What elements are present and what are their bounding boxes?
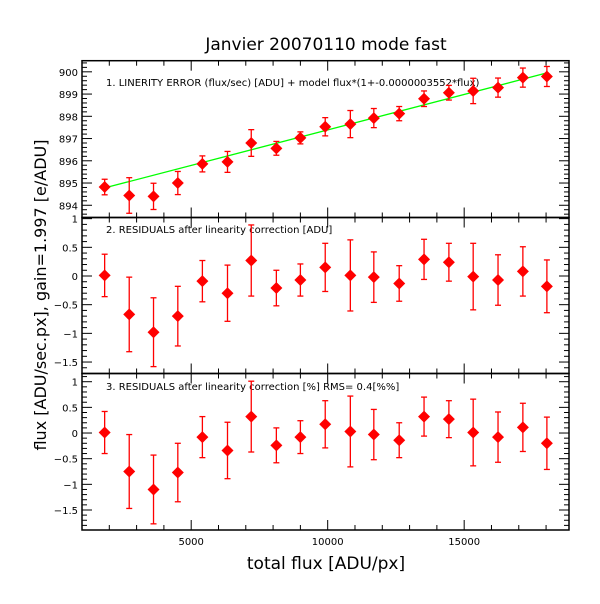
panel-1: 894 895 896 897 898 899 900: [59, 59, 570, 219]
data-point: [270, 439, 283, 452]
data-point: [492, 81, 505, 94]
data-point: [245, 136, 258, 149]
data-point: [442, 256, 455, 269]
data-point: [540, 437, 553, 450]
data-point: [98, 426, 111, 439]
data-point: [492, 431, 505, 444]
data-point: [442, 86, 455, 99]
x-tick-label: 10000: [312, 537, 344, 548]
y-tick-label: 0: [72, 429, 78, 440]
y-tick-label: 900: [59, 68, 78, 79]
panel-2: 1 0.5 0 −0.5 −1 −1.5: [54, 215, 570, 375]
x-tick-label: 5000: [178, 537, 203, 548]
data-point: [196, 275, 209, 288]
y-tick-label: 0: [72, 272, 78, 283]
data-point: [171, 310, 184, 323]
data-point: [467, 426, 480, 439]
data-point: [270, 282, 283, 295]
y-tick-label: −1: [63, 329, 78, 340]
panel-frame: [81, 372, 570, 531]
data-point: [147, 483, 160, 496]
data-point: [344, 425, 357, 438]
data-point: [98, 181, 111, 194]
data-point: [147, 326, 160, 339]
y-tick-label: 897: [59, 135, 78, 146]
data-point: [98, 269, 111, 282]
data-point: [171, 177, 184, 190]
data-point: [147, 190, 160, 203]
data-point: [196, 431, 209, 444]
data-point: [367, 112, 380, 125]
data-point: [319, 120, 332, 133]
panel-3-label: 3. RESIDUALS after linearity correction …: [106, 382, 399, 393]
y-tick-label: −1: [63, 480, 78, 491]
data-point: [294, 274, 307, 287]
data-point: [442, 413, 455, 426]
data-point: [221, 155, 234, 168]
y-tick-label: 894: [59, 201, 78, 212]
y-tick-label: −1.5: [54, 506, 78, 517]
y-tick-label: −0.5: [54, 455, 78, 466]
data-point: [221, 287, 234, 300]
data-point: [123, 189, 136, 202]
data-point: [171, 466, 184, 479]
data-point: [245, 410, 258, 423]
data-point: [393, 107, 406, 120]
data-point: [467, 270, 480, 283]
data-point: [319, 261, 332, 274]
y-tick-label: 0.5: [62, 403, 78, 414]
y-axis-label: flux [ADU/sec.px], gain=1.997 [e/ADU]: [31, 139, 50, 450]
x-tick-label: 15000: [448, 537, 480, 548]
data-point: [418, 253, 431, 266]
chart-title: Janvier 20070110 mode fast: [204, 35, 447, 55]
data-point: [196, 157, 209, 170]
data-point: [319, 418, 332, 431]
y-tick-label: 898: [59, 112, 78, 123]
data-point: [516, 265, 529, 278]
data-point: [367, 428, 380, 441]
data-point: [467, 84, 480, 97]
data-point: [540, 280, 553, 293]
data-point: [294, 131, 307, 144]
data-point: [418, 410, 431, 423]
data-point: [344, 269, 357, 282]
y-tick-label: 1: [72, 378, 78, 389]
y-tick-label: 1: [72, 215, 78, 226]
data-point: [540, 70, 553, 83]
data-point: [516, 421, 529, 434]
y-tick-label: −0.5: [54, 301, 78, 312]
y-tick-label: 0.5: [62, 243, 78, 254]
y-tick-label: 899: [59, 90, 78, 101]
y-tick-label: 895: [59, 179, 78, 190]
data-point: [418, 92, 431, 105]
panel-3: 1 0.5 0 −0.5 −1 −1.5: [54, 372, 570, 531]
data-point: [123, 308, 136, 321]
data-point: [516, 71, 529, 84]
data-point: [492, 274, 505, 287]
y-tick-label: −1.5: [54, 358, 78, 369]
panel-frame: [81, 216, 570, 375]
data-point: [294, 431, 307, 444]
data-point: [123, 465, 136, 478]
data-point: [393, 434, 406, 447]
data-point: [221, 444, 234, 457]
data-point: [367, 271, 380, 284]
x-axis-label: total flux [ADU/px]: [247, 554, 405, 574]
data-point: [245, 254, 258, 267]
panel-1-label: 1. LINERITY ERROR (flux/sec) [ADU] + mod…: [106, 78, 480, 89]
data-point: [344, 118, 357, 131]
data-point: [393, 277, 406, 290]
panel-2-label: 2. RESIDUALS after linearity correction …: [106, 225, 332, 236]
y-tick-label: 896: [59, 157, 78, 168]
data-point: [270, 142, 283, 155]
